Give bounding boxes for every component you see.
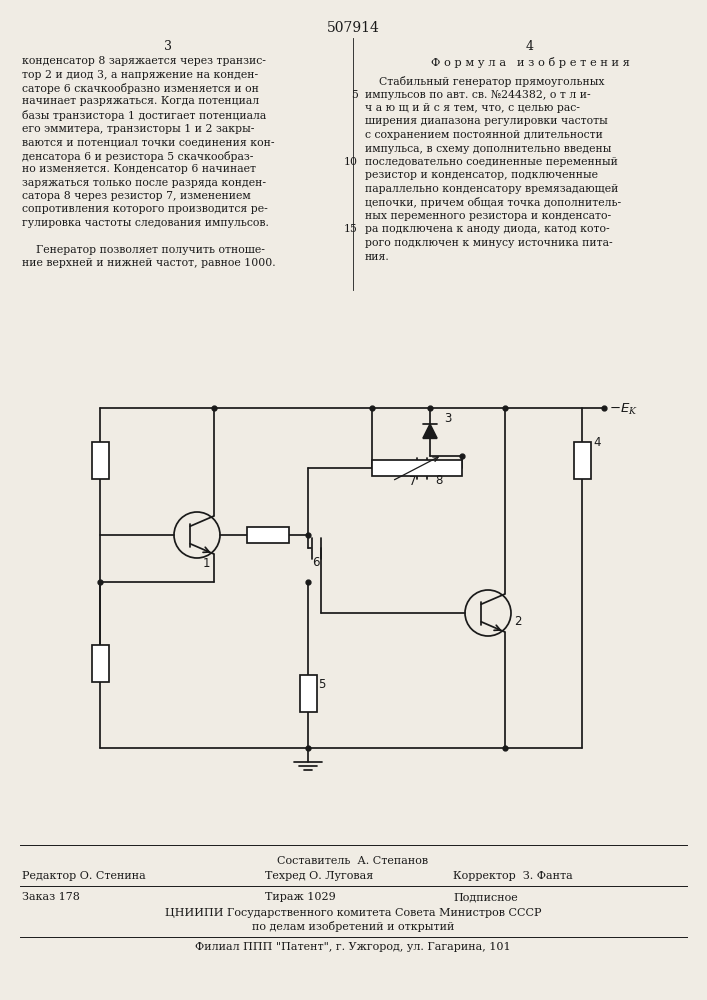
Text: 6: 6 <box>312 556 320 569</box>
Text: заряжаться только после разряда конден-: заряжаться только после разряда конден- <box>22 178 266 188</box>
Text: цепочки, причем общая точка дополнитель-: цепочки, причем общая точка дополнитель- <box>365 198 621 209</box>
Text: конденсатор 8 заряжается через транзис-: конденсатор 8 заряжается через транзис- <box>22 56 266 66</box>
Text: 15: 15 <box>344 225 358 234</box>
Text: Ф о р м у л а   и з о б р е т е н и я: Ф о р м у л а и з о б р е т е н и я <box>431 57 629 68</box>
Text: резистор и конденсатор, подключенные: резистор и конденсатор, подключенные <box>365 170 598 180</box>
Text: ния.: ния. <box>365 251 390 261</box>
Text: по делам изобретений и открытий: по делам изобретений и открытий <box>252 921 454 932</box>
Text: ЦНИИПИ Государственного комитета Совета Министров СССР: ЦНИИПИ Государственного комитета Совета … <box>165 908 542 918</box>
Text: Стабильный генератор прямоугольных: Стабильный генератор прямоугольных <box>365 76 604 87</box>
Text: рого подключен к минусу источника пита-: рого подключен к минусу источника пита- <box>365 238 613 248</box>
Text: 8: 8 <box>435 474 443 487</box>
Bar <box>372 460 462 476</box>
Text: тор 2 и диод 3, а напряжение на конден-: тор 2 и диод 3, а напряжение на конден- <box>22 70 258 80</box>
Text: 5: 5 <box>318 678 325 691</box>
Text: ние верхней и нижней частот, равное 1000.: ние верхней и нижней частот, равное 1000… <box>22 258 276 268</box>
Text: параллельно конденсатору времязадающей: параллельно конденсатору времязадающей <box>365 184 619 194</box>
Bar <box>300 674 317 712</box>
Text: сопротивления которого производится ре-: сопротивления которого производится ре- <box>22 205 268 215</box>
Text: с сохранением постоянной длительности: с сохранением постоянной длительности <box>365 130 603 140</box>
Text: 7: 7 <box>409 475 416 488</box>
Text: ширения диапазона регулировки частоты: ширения диапазона регулировки частоты <box>365 116 608 126</box>
Bar <box>91 442 108 479</box>
Text: но изменяется. Конденсатор 6 начинает: но изменяется. Конденсатор 6 начинает <box>22 164 256 174</box>
Text: 4: 4 <box>593 436 600 449</box>
Text: импульса, в схему дополнительно введены: импульса, в схему дополнительно введены <box>365 143 612 153</box>
Text: саторе 6 скачкообразно изменяется и он: саторе 6 скачкообразно изменяется и он <box>22 83 259 94</box>
Text: ных переменного резистора и конденсато-: ных переменного резистора и конденсато- <box>365 211 611 221</box>
Text: 3: 3 <box>444 412 451 425</box>
Text: 3: 3 <box>164 39 172 52</box>
Bar <box>573 442 590 479</box>
Text: его эммитера, транзисторы 1 и 2 закры-: его эммитера, транзисторы 1 и 2 закры- <box>22 123 255 133</box>
Text: сатора 8 через резистор 7, изменением: сатора 8 через резистор 7, изменением <box>22 191 251 201</box>
Text: базы транзистора 1 достигает потенциала: базы транзистора 1 достигает потенциала <box>22 110 267 121</box>
Text: $-E_\mathregular{K}$: $-E_\mathregular{K}$ <box>609 401 638 417</box>
Text: импульсов по авт. св. №244382, о т л и-: импульсов по авт. св. №244382, о т л и- <box>365 90 590 100</box>
Text: ч а ю щ и й с я тем, что, с целью рас-: ч а ю щ и й с я тем, что, с целью рас- <box>365 103 580 113</box>
Text: 10: 10 <box>344 157 358 167</box>
Text: Подписное: Подписное <box>453 892 518 902</box>
Text: 4: 4 <box>526 39 534 52</box>
Text: Редактор О. Стенина: Редактор О. Стенина <box>22 871 146 881</box>
Text: Корректор  З. Фанта: Корректор З. Фанта <box>453 871 573 881</box>
Text: денсатора 6 и резистора 5 скачкообраз-: денсатора 6 и резистора 5 скачкообраз- <box>22 150 253 161</box>
Bar <box>247 527 289 543</box>
Text: 2: 2 <box>514 615 522 628</box>
Text: последовательно соединенные переменный: последовательно соединенные переменный <box>365 157 618 167</box>
Text: 5: 5 <box>351 90 358 100</box>
Text: ваются и потенциал точки соединения кон-: ваются и потенциал точки соединения кон- <box>22 137 274 147</box>
Text: 507914: 507914 <box>327 21 380 35</box>
Text: Техред О. Луговая: Техред О. Луговая <box>265 871 373 881</box>
Text: Составитель  А. Степанов: Составитель А. Степанов <box>277 856 428 866</box>
Text: Заказ 178: Заказ 178 <box>22 892 80 902</box>
Text: начинает разряжаться. Когда потенциал: начинает разряжаться. Когда потенциал <box>22 97 259 106</box>
Polygon shape <box>423 424 437 438</box>
Text: гулировка частоты следования импульсов.: гулировка частоты следования импульсов. <box>22 218 269 228</box>
Text: Тираж 1029: Тираж 1029 <box>265 892 336 902</box>
Text: ра подключена к аноду диода, катод кото-: ра подключена к аноду диода, катод кото- <box>365 225 609 234</box>
Text: 1: 1 <box>203 557 211 570</box>
Text: Генератор позволяет получить отноше-: Генератор позволяет получить отноше- <box>22 245 265 255</box>
Bar <box>91 645 108 682</box>
Text: Филиал ППП "Патент", г. Ужгород, ул. Гагарина, 101: Филиал ППП "Патент", г. Ужгород, ул. Гаг… <box>195 942 511 952</box>
